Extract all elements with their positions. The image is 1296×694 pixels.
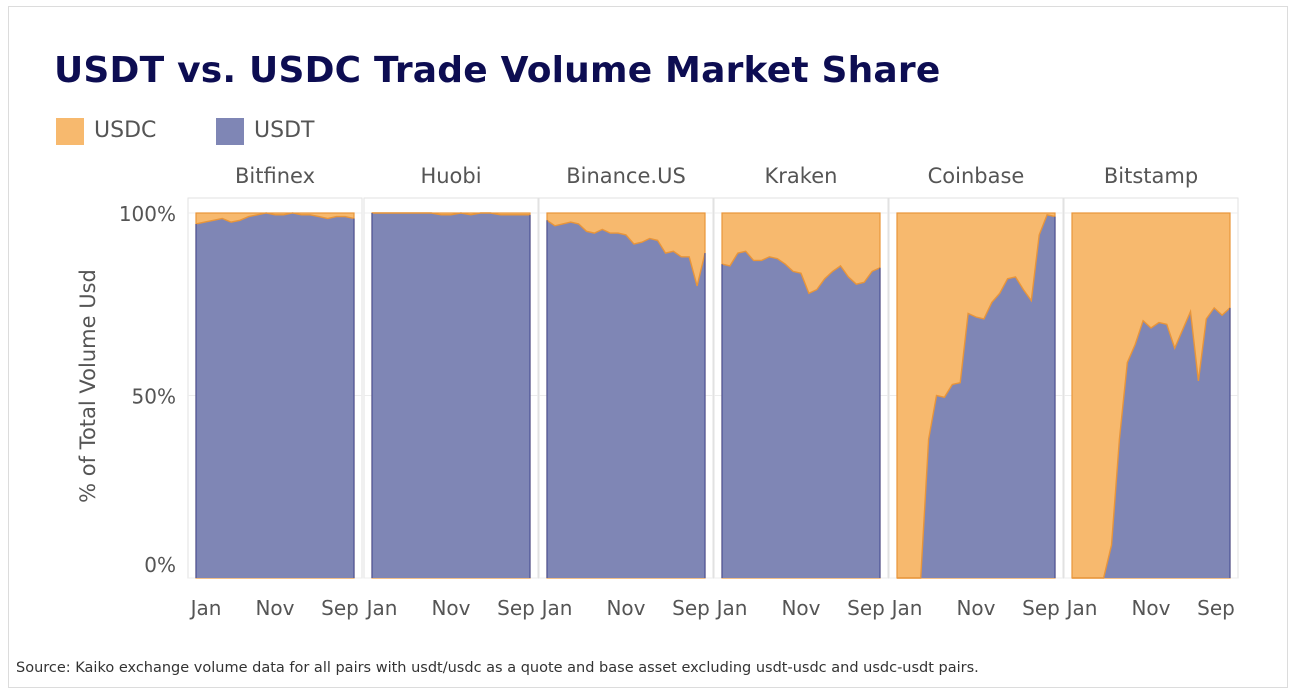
x-tick-label-binance-us-nov: Nov bbox=[606, 596, 645, 620]
line-usdt-bitstamp bbox=[1072, 306, 1231, 579]
x-tick-label-huobi-jan: Jan bbox=[365, 596, 398, 620]
area-usdt-binance-us bbox=[547, 220, 705, 579]
legend-swatch-usdt bbox=[216, 118, 244, 145]
source-note: Source: Kaiko exchange volume data for a… bbox=[16, 660, 979, 676]
x-tick-label-bitfinex-sep: Sep bbox=[321, 596, 359, 620]
area-usdt-coinbase bbox=[897, 214, 1055, 579]
x-tick-label-coinbase-jan: Jan bbox=[890, 596, 923, 620]
panel-title-binance-us: Binance.US bbox=[566, 164, 686, 188]
x-tick-label-binance-us-jan: Jan bbox=[540, 596, 573, 620]
x-tick-label-bitfinex-nov: Nov bbox=[255, 596, 294, 620]
panel-title-kraken: Kraken bbox=[765, 164, 838, 188]
y-tick-label-0: 0% bbox=[144, 553, 176, 577]
area-usdt-bitstamp bbox=[1072, 307, 1230, 578]
line-usdt-bitfinex bbox=[195, 212, 355, 225]
line-usdt-coinbase bbox=[897, 213, 1056, 579]
x-tick-label-binance-us-sep: Sep bbox=[672, 596, 710, 620]
line-usdt-binance-us bbox=[546, 219, 706, 287]
panel-title-bitfinex: Bitfinex bbox=[235, 164, 315, 188]
line-usdt-kraken bbox=[721, 250, 881, 295]
x-tick-label-coinbase-nov: Nov bbox=[956, 596, 995, 620]
line-usdt-huobi bbox=[372, 212, 530, 216]
legend-swatch-usdc bbox=[56, 118, 84, 145]
legend-label-usdc: USDC bbox=[94, 118, 157, 143]
x-tick-label-bitstamp-sep: Sep bbox=[1197, 596, 1235, 620]
x-tick-label-kraken-nov: Nov bbox=[781, 596, 820, 620]
chart-title: USDT vs. USDC Trade Volume Market Share bbox=[54, 50, 941, 91]
y-tick-label-50: 50% bbox=[132, 385, 176, 409]
y-axis-label: % of Total Volume Usd bbox=[76, 269, 100, 503]
legend-label-usdt: USDT bbox=[254, 118, 315, 143]
area-usdt-bitfinex bbox=[196, 213, 354, 578]
y-tick-label-100: 100% bbox=[119, 202, 176, 226]
area-usdt-kraken bbox=[722, 251, 880, 579]
panel-title-bitstamp: Bitstamp bbox=[1104, 164, 1198, 188]
x-tick-label-bitfinex-jan: Jan bbox=[189, 596, 222, 620]
x-tick-label-kraken-sep: Sep bbox=[847, 596, 885, 620]
x-tick-label-bitstamp-jan: Jan bbox=[1065, 596, 1098, 620]
x-tick-label-bitstamp-nov: Nov bbox=[1131, 596, 1170, 620]
panel-title-huobi: Huobi bbox=[420, 164, 481, 188]
x-tick-label-huobi-nov: Nov bbox=[431, 596, 470, 620]
x-tick-label-kraken-jan: Jan bbox=[715, 596, 748, 620]
area-usdt-huobi bbox=[372, 213, 530, 578]
x-tick-label-huobi-sep: Sep bbox=[497, 596, 535, 620]
panel-title-coinbase: Coinbase bbox=[928, 164, 1025, 188]
x-tick-label-coinbase-sep: Sep bbox=[1022, 596, 1060, 620]
